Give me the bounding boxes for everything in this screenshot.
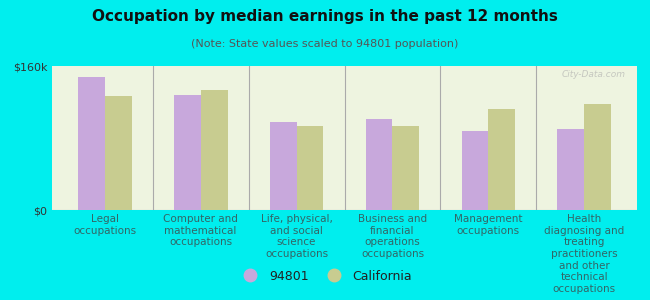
Bar xyxy=(201,90,227,210)
Bar xyxy=(105,96,131,210)
Bar xyxy=(393,126,419,210)
Bar xyxy=(488,109,515,210)
Bar xyxy=(365,119,393,210)
Text: (Note: State values scaled to 94801 population): (Note: State values scaled to 94801 popu… xyxy=(191,39,459,49)
Bar xyxy=(462,131,488,210)
Bar xyxy=(296,126,324,210)
Bar xyxy=(270,122,296,210)
Bar xyxy=(174,95,201,210)
Text: Occupation by median earnings in the past 12 months: Occupation by median earnings in the pas… xyxy=(92,9,558,24)
Bar xyxy=(78,77,105,210)
Bar xyxy=(584,104,611,210)
Bar xyxy=(558,129,584,210)
Text: City-Data.com: City-Data.com xyxy=(562,70,625,79)
Legend: 94801, California: 94801, California xyxy=(233,265,417,288)
